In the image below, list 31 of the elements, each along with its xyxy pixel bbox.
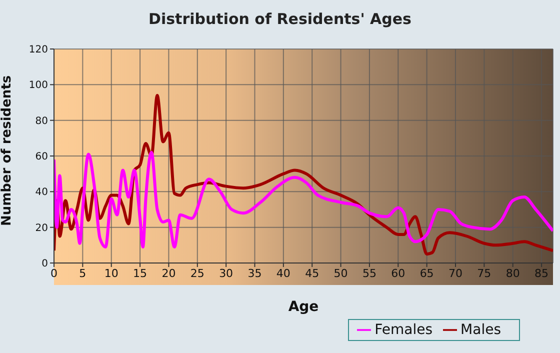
x-tick-label: 45: [305, 266, 320, 280]
x-tick-label: 30: [219, 266, 234, 280]
y-tick-label: 60: [35, 152, 48, 163]
x-tick-label: 85: [534, 266, 549, 280]
y-tick-label: 0: [42, 258, 48, 270]
x-tick-label: 15: [133, 266, 148, 280]
x-tick-label: 50: [334, 266, 348, 280]
x-tick-label: 70: [448, 266, 462, 280]
x-tick-label: 60: [391, 266, 406, 280]
x-tick-label: 80: [506, 266, 520, 280]
y-axis-title: Number of residents: [0, 75, 15, 226]
x-tick-label: 10: [104, 266, 118, 280]
line-series: [54, 150, 553, 248]
x-tick-label: 0: [50, 266, 58, 280]
chart-title: Distribution of Residents' Ages: [148, 10, 412, 28]
x-tick-label: 65: [420, 266, 434, 280]
x-tick-label: 35: [248, 266, 262, 280]
x-tick-label: 5: [79, 266, 86, 280]
x-tick-label: 55: [362, 266, 376, 280]
y-tick-label: 20: [35, 222, 48, 234]
y-tick-label: 120: [28, 44, 48, 56]
y-tick-label: 100: [28, 80, 48, 92]
y-tick-label: 80: [35, 116, 48, 127]
legend-label: Males: [460, 322, 501, 338]
x-tick-label: 40: [276, 266, 290, 280]
legend-label: Females: [374, 322, 433, 338]
y-tick-label: 40: [35, 187, 48, 198]
x-tick-label: 75: [477, 266, 492, 280]
x-tick-label: 25: [190, 266, 204, 280]
x-axis-title: Age: [288, 299, 319, 315]
x-tick-label: 20: [162, 266, 176, 280]
